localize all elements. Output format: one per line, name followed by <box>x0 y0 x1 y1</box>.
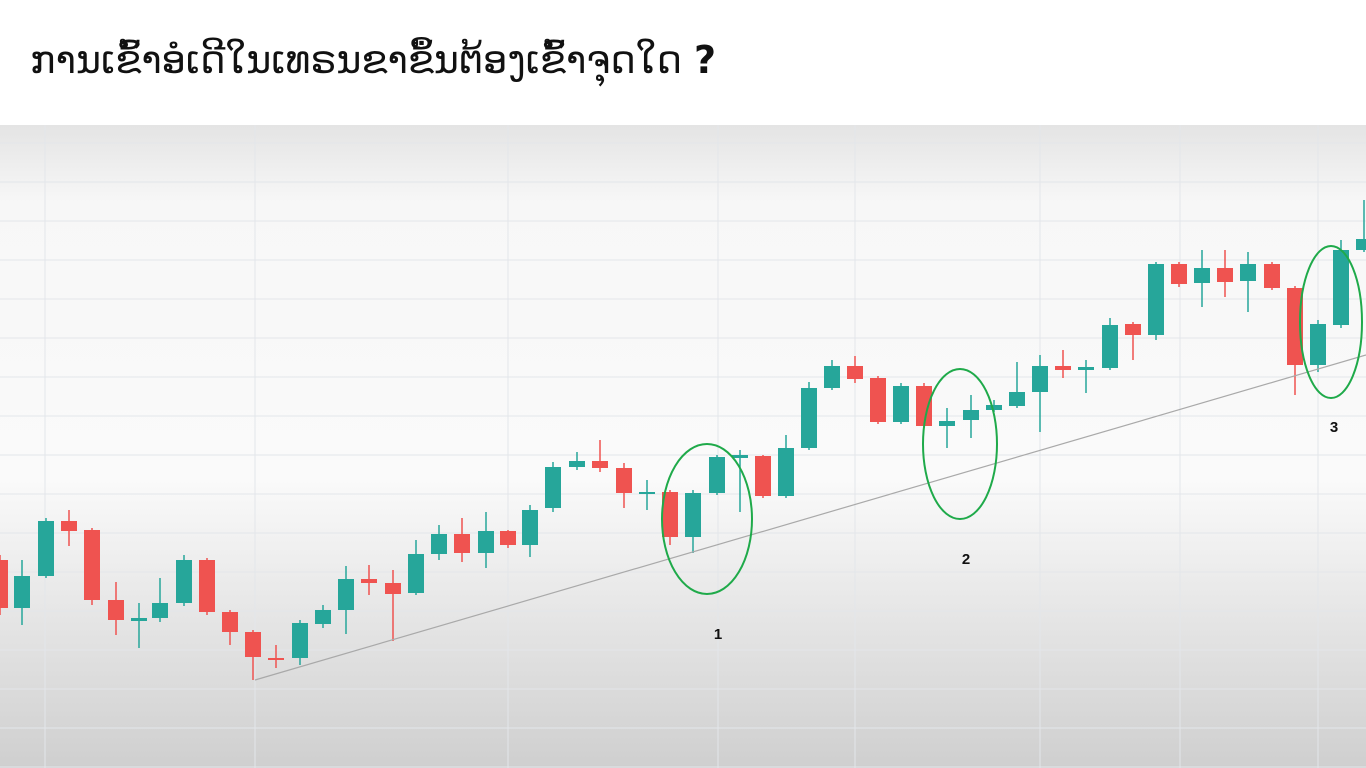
candle-body <box>61 521 77 531</box>
candle-body <box>824 366 840 388</box>
candle-body <box>1171 264 1187 284</box>
candle-body <box>361 579 377 583</box>
candle-body <box>408 554 424 593</box>
candle-body <box>222 612 238 632</box>
candle-body <box>847 366 863 379</box>
highlight-ellipse <box>922 368 998 520</box>
candle-body <box>916 386 932 426</box>
candle-body <box>801 388 817 448</box>
trend-line <box>254 354 1366 681</box>
candle-body <box>131 618 147 621</box>
candle-body <box>0 560 8 608</box>
candle-body <box>939 421 955 426</box>
candle-body <box>1055 366 1071 370</box>
candle-body <box>338 579 354 610</box>
candle-body <box>199 560 215 612</box>
candle-body <box>1264 264 1280 288</box>
highlights <box>661 245 1363 595</box>
candle-body <box>1125 324 1141 335</box>
candle-body <box>176 560 192 603</box>
title-text: ການເຂົ້າອໍເດີໃນເທຣນຂາຂຶ້ນຕ້ອງເຂົ້າຈຸດໃດ <box>30 38 682 82</box>
title: ການເຂົ້າອໍເດີໃນເທຣນຂາຂຶ້ນຕ້ອງເຂົ້າຈຸດໃດ … <box>30 38 716 82</box>
candle-body <box>685 493 701 537</box>
candle-body <box>1356 239 1366 250</box>
candle-body <box>986 405 1002 410</box>
candle-body <box>500 531 516 545</box>
candle-body <box>385 583 401 594</box>
candle-body <box>1217 268 1233 282</box>
candle-body <box>268 658 284 660</box>
candle-body <box>1148 264 1164 335</box>
candle-body <box>522 510 538 545</box>
point-label: 3 <box>1330 419 1338 436</box>
candle-body <box>1333 250 1349 325</box>
candle-body <box>1287 288 1303 365</box>
candle-body <box>592 461 608 468</box>
header: ການເຂົ້າອໍເດີໃນເທຣນຂາຂຶ້ນຕ້ອງເຂົ້າຈຸດໃດ … <box>0 0 1366 125</box>
candle-body <box>662 492 678 537</box>
candle-body <box>639 492 655 494</box>
candle-body <box>84 530 100 600</box>
candle-body <box>569 461 585 467</box>
chart-background <box>0 125 1366 768</box>
candle-body <box>38 521 54 576</box>
candle-body <box>108 600 124 620</box>
candle-body <box>245 632 261 657</box>
candle-body <box>545 467 561 508</box>
candles <box>0 200 1366 680</box>
candle-body <box>315 610 331 624</box>
candle-body <box>1078 367 1094 370</box>
point-label: 2 <box>962 551 970 568</box>
candle-body <box>1032 366 1048 392</box>
candle-body <box>152 603 168 618</box>
candle-body <box>778 448 794 496</box>
candle-body <box>732 455 748 458</box>
candle-body <box>870 378 886 422</box>
candle-body <box>431 534 447 554</box>
point-label: 1 <box>714 626 722 643</box>
candle-body <box>1009 392 1025 406</box>
candle-body <box>292 623 308 658</box>
candle-body <box>1310 324 1326 365</box>
candle-body <box>454 534 470 553</box>
candle-body <box>709 457 725 493</box>
title-mark: ? <box>694 38 717 82</box>
candle-body <box>14 576 30 608</box>
highlight-ellipse <box>1299 245 1363 399</box>
candle-body <box>1240 264 1256 281</box>
candle-body <box>478 531 494 553</box>
candle-body <box>1194 268 1210 283</box>
candle-body <box>893 386 909 422</box>
grid <box>0 125 1366 768</box>
candle-body <box>616 468 632 493</box>
highlight-ellipse <box>661 443 753 595</box>
chart-image: 1 2 3 <box>0 125 1366 768</box>
candle-body <box>755 456 771 496</box>
candle-body <box>963 410 979 420</box>
candle-body <box>1102 325 1118 368</box>
